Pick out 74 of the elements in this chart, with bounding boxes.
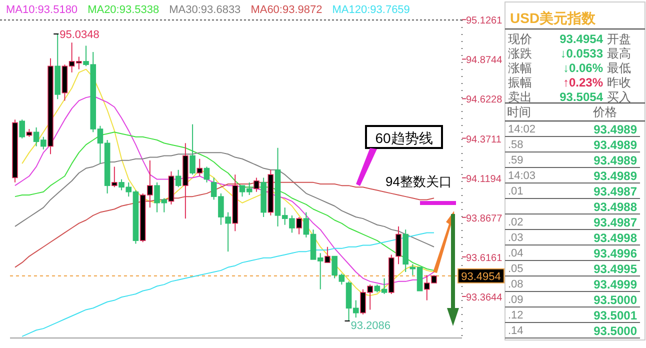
text: 最高	[607, 46, 631, 60]
candlestick	[190, 124, 196, 176]
candlestick	[196, 158, 203, 177]
text: 最低	[607, 61, 631, 75]
text: 93.4989	[594, 122, 638, 136]
candlestick	[396, 226, 402, 265]
text: 昨收	[607, 76, 631, 90]
text: 93.4989	[594, 138, 638, 152]
line-series	[22, 232, 434, 337]
text: MA60:93.9872	[250, 4, 322, 16]
text: ↓0.06%	[562, 61, 604, 75]
y-tick-label: 94.8744	[466, 55, 503, 66]
category-label: .03	[508, 232, 524, 244]
text: MA30:93.6833	[169, 4, 241, 16]
text: 93.5001	[594, 308, 638, 322]
category-label: .05	[508, 263, 524, 275]
y-tick-label: 94.3711	[466, 134, 502, 146]
y-tick-label: 93.8677	[466, 213, 503, 224]
annotation: 94整数关口	[386, 174, 452, 189]
y-tick-label: 93.3644	[466, 292, 503, 304]
category-label: .09	[508, 294, 524, 306]
candlestick	[112, 166, 118, 188]
text: 买入	[607, 90, 631, 104]
category-label: .12	[508, 310, 524, 322]
text: ↓0.0533	[560, 46, 604, 60]
category-label: 14:02	[508, 124, 536, 136]
category-label: .14	[508, 325, 524, 337]
text: ↑0.23%	[562, 76, 604, 90]
text: 振幅	[508, 76, 532, 90]
text: 93.5054	[560, 90, 604, 104]
category-label: .02	[508, 216, 524, 228]
text: 93.4995	[594, 262, 638, 276]
text: 93.4989	[594, 169, 638, 183]
annotation: 93.2086	[350, 320, 391, 332]
category-label: .58	[508, 139, 524, 151]
text: 93.4987	[594, 184, 638, 198]
annotation: 95.0348	[60, 28, 100, 41]
text: 现价	[508, 32, 532, 46]
text: 93.4998	[594, 231, 638, 245]
text: 开盘	[607, 32, 631, 46]
annotation: 60趋势线	[375, 130, 433, 146]
text: MA10:93.5180	[6, 4, 78, 16]
candlestick	[254, 177, 260, 192]
text: 93.5000	[594, 324, 638, 338]
text: 时间	[507, 105, 531, 119]
category-label: .08	[508, 278, 524, 290]
category-label: 14:03	[508, 170, 536, 182]
text: 涨幅	[508, 61, 532, 75]
y-tick-label: 94.1194	[466, 174, 502, 185]
category-label: .01	[508, 186, 524, 198]
candlestick	[19, 119, 25, 139]
y-tick-label: 95.1261	[466, 16, 503, 27]
text: 93.4989	[594, 154, 638, 168]
ref-line-label: 93.4954	[461, 270, 501, 283]
text: USD美元指数	[510, 10, 597, 26]
category-label: .59	[508, 154, 524, 166]
text: 价格	[592, 105, 617, 119]
y-tick-label: 93.6161	[466, 252, 503, 264]
candlestick	[296, 216, 302, 235]
text: 93.4954	[560, 32, 604, 46]
candlestick	[204, 166, 210, 183]
text: MA20:93.5338	[88, 4, 160, 16]
text: 卖出	[508, 90, 532, 104]
category-label: .04	[508, 248, 524, 260]
text: 93.4988	[594, 200, 638, 214]
text: 涨跌	[508, 46, 532, 60]
text: 93.4999	[594, 278, 638, 292]
text: 93.4996	[594, 246, 638, 260]
candlestick	[175, 169, 182, 188]
text: MA120:93.7659	[332, 4, 410, 16]
candlestick	[324, 246, 330, 264]
y-tick-label: 94.6228	[466, 94, 503, 106]
text: 93.4987	[594, 216, 638, 230]
text: 93.5000	[594, 293, 638, 307]
